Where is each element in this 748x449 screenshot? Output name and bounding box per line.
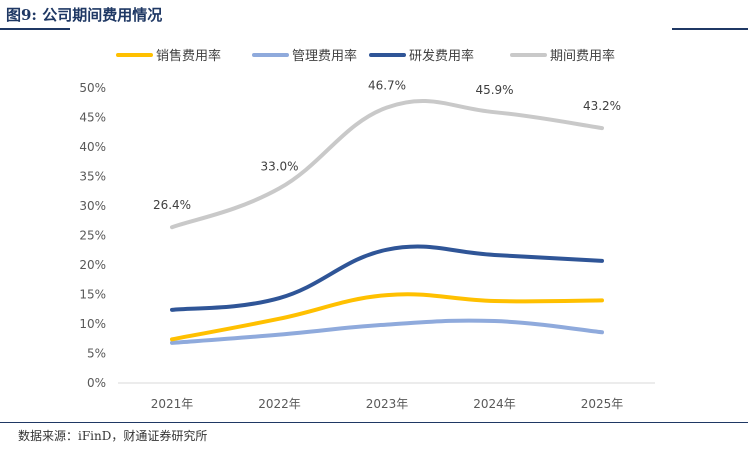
y-tick-label: 35% (79, 170, 106, 184)
chart-series (170, 99, 604, 345)
legend-label: 研发费用率 (409, 48, 474, 64)
source-note: 数据来源：iFinD，财通证券研究所 (18, 429, 208, 443)
x-tick-label: 2024年 (473, 397, 516, 411)
legend-item-1: 销售费用率 (116, 48, 221, 64)
data-label: 46.7% (368, 78, 406, 92)
legend-item-2: 管理费用率 (252, 48, 357, 64)
legend-item-4: 期间费用率 (510, 48, 615, 64)
x-tick-label: 2025年 (581, 397, 624, 411)
title-rule-left (0, 28, 70, 30)
y-tick-label: 15% (79, 288, 106, 302)
series-line-2 (170, 318, 604, 345)
title-rule-right (672, 28, 748, 30)
chart-axes: 0% 5% 10% 15% 20% 25% 30% 35% 40% 45% 50% 2021年 2022… (79, 81, 655, 411)
series-line-1 (170, 292, 604, 342)
y-tick-label: 5% (87, 347, 106, 361)
series-line-3 (170, 244, 604, 312)
y-tick-label: 45% (79, 111, 106, 125)
footer-rule (0, 422, 748, 423)
legend-item-3: 研发费用率 (369, 48, 474, 64)
y-tick-label: 0% (87, 376, 106, 390)
data-label: 43.2% (583, 99, 621, 113)
figure-title: 图9: 公司期间费用情况 (6, 6, 163, 24)
y-tick-label: 40% (79, 140, 106, 154)
data-label: 45.9% (475, 83, 513, 97)
chart-data-labels: 26.4% 33.0% 46.7% 45.9% 43.2% (153, 78, 621, 212)
legend-label: 期间费用率 (550, 48, 615, 64)
legend-label: 销售费用率 (156, 48, 221, 64)
series-line-4 (170, 99, 604, 230)
data-label: 33.0% (260, 159, 298, 173)
data-label: 26.4% (153, 198, 191, 212)
chart-legend: 销售费用率 管理费用率 研发费用率 期间费用率 (116, 48, 615, 64)
y-tick-label: 30% (79, 199, 106, 213)
x-tick-label: 2023年 (366, 397, 409, 411)
x-tick-label: 2021年 (151, 397, 194, 411)
x-tick-label: 2022年 (258, 397, 301, 411)
legend-label: 管理费用率 (292, 48, 357, 64)
y-tick-label: 25% (79, 229, 106, 243)
y-tick-label: 50% (79, 81, 106, 95)
y-tick-label: 10% (79, 317, 106, 331)
y-tick-label: 20% (79, 258, 106, 272)
